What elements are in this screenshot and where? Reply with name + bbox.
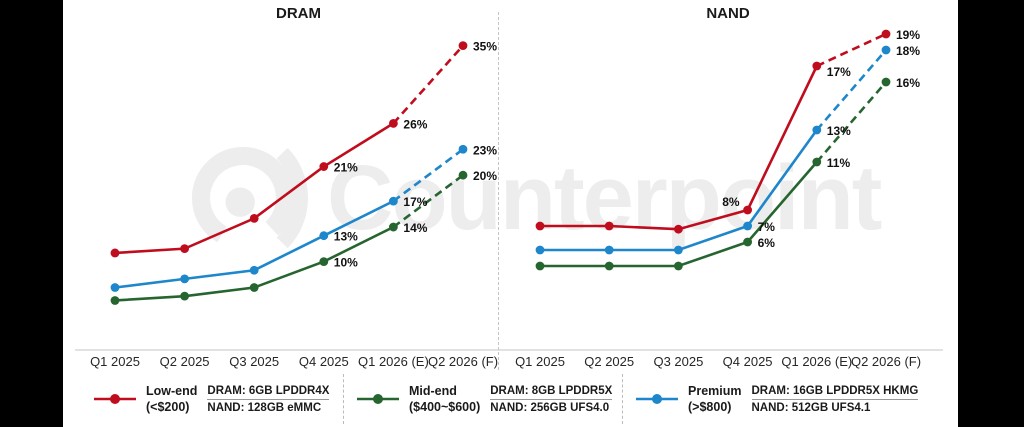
x-axis-label: Q2 2026 (F) [428, 354, 498, 369]
legend-item-premium: Premium (>$800) DRAM: 16GB LPDDR5X HKMG … [622, 374, 958, 424]
data-point-marker [319, 257, 329, 266]
data-point-marker [180, 244, 189, 254]
counterpoint-logo-watermark [191, 146, 308, 250]
data-point-marker [110, 296, 120, 305]
data-point-label: 19% [896, 28, 920, 42]
data-point-marker [604, 245, 614, 255]
data-point-label: 14% [403, 221, 427, 235]
data-point-label: 23% [473, 143, 497, 157]
data-point-marker [110, 283, 120, 292]
data-point-label: 7% [758, 220, 776, 234]
x-axis-label: Q2 2025 [160, 354, 210, 369]
data-point-marker [319, 231, 329, 241]
legend-specs-mid-end: DRAM: 8GB LPDDR5X NAND: 256GB UFS4.0 [490, 384, 613, 414]
x-axis-label: Q4 2025 [723, 354, 773, 369]
data-point-marker [249, 214, 259, 223]
data-point-label: 35% [473, 40, 497, 54]
legend-specs-premium: DRAM: 16GB LPDDR5X HKMG NAND: 512GB UFS4… [751, 384, 919, 414]
line-series-forecast [816, 32, 887, 68]
nand-chart-title: NAND [706, 5, 750, 22]
dram-line-chart: Q1 2025 Q2 2025 Q3 2025 Q4 2025 Q1 2026 (E) Q… [75, 40, 498, 369]
data-point-label: 8% [722, 195, 740, 209]
data-point-marker [674, 245, 683, 255]
legend-marker-low-end [94, 394, 136, 404]
data-point-marker [458, 170, 468, 180]
data-point-label: 21% [334, 161, 358, 175]
data-point-label: 13% [827, 124, 851, 138]
legend-label-low-end: Low-end (<$200) [146, 383, 198, 414]
data-point-marker [458, 144, 468, 154]
data-point-marker [180, 274, 189, 284]
data-point-marker [743, 221, 752, 231]
line-series-forecast [392, 148, 464, 203]
data-point-label: 18% [896, 44, 920, 58]
data-point-marker [535, 261, 545, 271]
legend-label-premium: Premium (>$800) [688, 383, 742, 414]
dram-chart-title: DRAM [276, 5, 321, 22]
data-point-label: 6% [758, 236, 776, 250]
data-point-marker [743, 237, 752, 247]
legend: Low-end (<$200) DRAM: 6GB LPDDR4X NAND: … [63, 374, 958, 424]
line-series-forecast [392, 174, 464, 229]
data-point-marker [535, 221, 545, 231]
data-point-marker [604, 261, 614, 271]
line-series-forecast [815, 49, 887, 131]
data-point-marker [535, 245, 545, 255]
line-series-actual [540, 65, 818, 231]
data-point-marker [881, 45, 891, 55]
data-point-marker [249, 265, 259, 275]
data-point-marker [458, 41, 468, 50]
data-point-marker [389, 196, 398, 206]
data-point-marker [389, 118, 398, 128]
data-point-marker [674, 261, 683, 271]
data-point-marker [180, 291, 189, 301]
legend-marker-premium [636, 394, 678, 404]
x-axis-label: Q4 2025 [299, 354, 349, 369]
data-point-label: 17% [827, 65, 851, 79]
line-series-forecast [815, 81, 887, 163]
data-point-label: 20% [473, 169, 497, 183]
data-point-label: 26% [403, 117, 427, 131]
data-point-label: 17% [403, 195, 427, 209]
line-series-forecast [392, 44, 464, 125]
data-point-marker [743, 205, 752, 215]
data-point-marker [319, 162, 329, 171]
data-point-label: 16% [896, 76, 920, 90]
x-axis-label: Q1 2026 (E) [358, 354, 429, 369]
data-point-marker [812, 125, 822, 135]
data-point-marker [674, 224, 683, 234]
x-axis-label: Q3 2025 [653, 354, 703, 369]
data-point-marker [604, 221, 614, 231]
x-axis-label: Q1 2026 (E) [781, 354, 852, 369]
legend-item-mid-end: Mid-end ($400~$600) DRAM: 8GB LPDDR5X NA… [343, 374, 622, 424]
x-axis-label: Q3 2025 [229, 354, 279, 369]
data-point-label: 10% [334, 256, 358, 270]
data-point-marker [249, 283, 259, 292]
data-point-marker [389, 222, 398, 232]
legend-marker-mid-end [357, 394, 399, 404]
legend-label-mid-end: Mid-end ($400~$600) [409, 383, 481, 414]
nand-line-chart: Q1 2025 Q2 2025 Q3 2025 Q4 2025 Q1 2026 (E)Q… [498, 28, 943, 369]
data-point-marker [881, 77, 891, 87]
data-point-label: 11% [827, 156, 851, 170]
legend-item-low-end: Low-end (<$200) DRAM: 6GB LPDDR4X NAND: … [63, 374, 343, 424]
data-point-marker [812, 61, 822, 71]
x-axis-label: Q1 2025 [515, 354, 565, 369]
chart-canvas: Counterpoint DRAM NAND Q1 2025 Q2 2025 Q3 … [63, 0, 958, 427]
data-point-marker [110, 248, 120, 258]
chart-divider [498, 12, 499, 370]
x-axis-label: Q2 2025 [584, 354, 634, 369]
data-point-marker [881, 29, 891, 39]
data-point-label: 13% [334, 230, 358, 244]
data-point-marker [812, 157, 822, 167]
x-axis-label: Q1 2025 [90, 354, 140, 369]
legend-specs-low-end: DRAM: 6GB LPDDR4X NAND: 128GB eMMC [207, 384, 330, 414]
x-axis-label: Q2 2026 (F) [851, 354, 921, 369]
